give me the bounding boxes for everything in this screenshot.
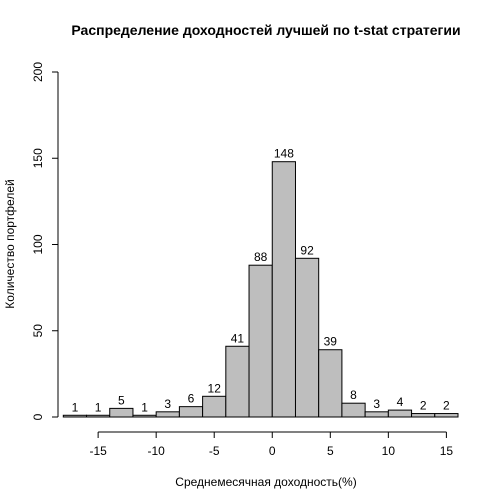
bar-count-label: 1 (141, 400, 148, 414)
histogram-bar (155, 411, 180, 418)
bar-count-label: 2 (420, 399, 427, 413)
y-axis: 0 50 100 150 200 (31, 62, 59, 420)
bar-count-label: 92 (300, 243, 314, 257)
x-axis: -15 -10 -5 0 5 10 15 (89, 431, 454, 458)
histogram-bar (271, 161, 296, 418)
x-tick-label: -15 (89, 444, 107, 458)
histogram-bar (86, 414, 111, 418)
histogram-bar (318, 349, 343, 418)
bar-count-label: 39 (324, 335, 338, 349)
x-tick-label: -10 (147, 444, 165, 458)
chart-title: Распределение доходностей лучшей по t-st… (71, 22, 460, 38)
histogram-bar (202, 395, 227, 418)
x-tick-label: 15 (440, 444, 454, 458)
x-axis-title: Среднемесячная доходность(%) (175, 475, 356, 489)
bar-count-label: 3 (164, 397, 171, 411)
bars-group (62, 161, 459, 418)
bar-count-label: 2 (443, 399, 450, 413)
bar-count-label: 8 (350, 388, 357, 402)
bar-count-label: 4 (397, 395, 404, 409)
y-axis-title: Количество портфелей (3, 179, 17, 308)
y-tick-label: 150 (31, 148, 45, 168)
histogram-bar (178, 406, 204, 418)
y-tick-label: 0 (31, 413, 45, 420)
bar-count-label: 1 (95, 400, 102, 414)
histogram-bar (411, 413, 436, 418)
bar-count-label: 148 (274, 147, 294, 161)
histogram-bar (132, 414, 157, 418)
bar-count-label: 3 (373, 397, 380, 411)
histogram-bar (109, 407, 134, 418)
histogram-bar (434, 413, 459, 418)
bar-count-label: 41 (231, 331, 245, 345)
histogram-bar (225, 345, 250, 418)
bar-count-label: 88 (254, 250, 268, 264)
x-tick-label: 10 (382, 444, 396, 458)
histogram-bar (387, 409, 413, 418)
x-tick-label: 5 (327, 444, 334, 458)
histogram-bar (364, 411, 389, 418)
bar-labels-group: 1 1 5 1 3 6 12 41 88 148 92 39 8 3 4 2 2 (72, 147, 450, 415)
bar-count-label: 5 (118, 393, 125, 407)
bar-count-label: 12 (208, 381, 222, 395)
bar-count-label: 1 (72, 400, 79, 414)
y-tick-label: 100 (31, 234, 45, 254)
histogram-bar (248, 264, 273, 418)
y-tick-label: 50 (31, 324, 45, 338)
x-tick-label: -5 (209, 444, 220, 458)
bar-count-label: 6 (188, 392, 195, 406)
y-tick-label: 200 (31, 62, 45, 82)
x-tick-label: 0 (269, 444, 276, 458)
histogram-bar (341, 402, 366, 418)
histogram-bar (294, 257, 320, 418)
histogram-bar (62, 414, 88, 418)
